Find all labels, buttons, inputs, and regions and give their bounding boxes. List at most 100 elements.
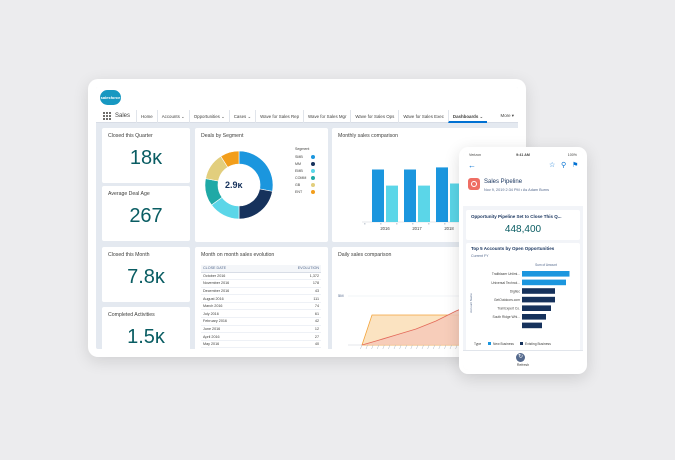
back-arrow-icon[interactable]: ← xyxy=(468,161,476,170)
search-icon[interactable]: ⚲ xyxy=(561,162,567,169)
bar-2017-s2[interactable] xyxy=(418,185,430,222)
legend-swatch xyxy=(311,154,315,159)
pipeline-card[interactable]: Opportunity Pipeline Set to Close This Q… xyxy=(466,210,580,240)
app-launcher-icon[interactable] xyxy=(103,112,111,120)
account-bar[interactable] xyxy=(522,314,546,320)
legend-item-ent[interactable]: ENT xyxy=(295,188,315,195)
refresh-label: Refresh xyxy=(516,363,530,367)
x-tick xyxy=(438,344,441,349)
legend-label: MM xyxy=(295,161,301,166)
account-bar[interactable] xyxy=(522,305,551,311)
x-tick xyxy=(428,223,430,225)
x-tick xyxy=(360,344,363,349)
evolution-card[interactable]: Month on month sales evolution CLOSE DAT… xyxy=(195,247,328,349)
caret-down-icon: ▾ xyxy=(511,113,514,118)
bar-2018-s1[interactable] xyxy=(436,167,448,222)
bar-2017-s1[interactable] xyxy=(404,169,416,223)
legend-title: Segment xyxy=(295,147,310,151)
tab-wave-rep[interactable]: Wave for Sales Rep xyxy=(255,109,303,123)
metric-card-closed-quarter[interactable]: Closed this Quarter 18κ xyxy=(102,128,190,183)
record-icon xyxy=(468,178,480,190)
carrier-label: Verizon xyxy=(469,153,481,157)
donut-slice-ent[interactable] xyxy=(220,150,240,168)
bell-icon[interactable]: ⚑ xyxy=(572,162,579,169)
tab-wave-ops[interactable]: Wave for Sales Ops xyxy=(350,109,398,123)
tab-dashboards[interactable]: Dashboards ⌄ xyxy=(447,109,488,123)
donut-slice-smb[interactable] xyxy=(238,150,274,192)
x-tick xyxy=(388,344,391,349)
cell-close-date: November 2016 xyxy=(201,279,267,288)
legend-swatch-new xyxy=(488,342,491,345)
metric-title: Closed this Quarter xyxy=(108,133,153,139)
table-row[interactable]: October 2016 1,372 xyxy=(201,272,321,281)
tab-more-label: More xyxy=(500,113,511,118)
top-bar: salesforce xyxy=(96,87,518,110)
cell-evolution: 43 xyxy=(266,287,321,296)
table-row[interactable]: August 2016 111 xyxy=(201,294,321,303)
account-bar[interactable] xyxy=(522,271,570,277)
x-tick xyxy=(380,223,382,225)
table-row[interactable]: December 2016 43 xyxy=(201,287,321,296)
tab-opportunities[interactable]: Opportunities ⌄ xyxy=(188,109,229,123)
refresh-button[interactable]: ↻ xyxy=(516,353,525,362)
battery-label: 100% xyxy=(567,153,577,157)
column-header-close-date[interactable]: CLOSE DATE xyxy=(201,265,267,273)
cell-evolution: 40 xyxy=(266,340,321,349)
daily-y-tick: 5M xyxy=(338,293,344,298)
table-row[interactable]: July 2016 61 xyxy=(201,309,321,319)
deals-title: Deals by Segment xyxy=(201,133,244,139)
account-bar[interactable] xyxy=(522,288,555,294)
status-bar: Verizon 9:41 AM 100% xyxy=(463,151,583,160)
x-tick xyxy=(396,223,398,225)
evolution-title: Month on month sales evolution xyxy=(201,252,275,258)
bar-2016-s2[interactable] xyxy=(386,185,398,222)
tab-wave-exec[interactable]: Wave for Sales Exec xyxy=(398,109,448,123)
table-row[interactable]: November 2016 178 xyxy=(201,279,321,288)
legend-item-mm[interactable]: MM xyxy=(295,160,315,167)
account-bar[interactable] xyxy=(522,279,566,286)
metric-title: Closed this Month xyxy=(108,252,150,258)
metric-card-completed-activities[interactable]: Completed Activities 1.5κ xyxy=(102,307,190,349)
table-row[interactable]: April 2016 27 xyxy=(201,332,321,341)
cell-close-date: July 2016 xyxy=(201,309,267,319)
metric-value: 7.8κ xyxy=(127,266,165,288)
star-icon[interactable]: ☆ xyxy=(549,162,556,169)
table-row[interactable]: May 2016 40 xyxy=(201,340,321,349)
legend-item-smb[interactable]: SMB xyxy=(295,153,315,160)
x-tick xyxy=(449,344,452,349)
metric-card-closed-month[interactable]: Closed this Month 7.8κ xyxy=(102,247,190,302)
chevron-down-icon: ⌄ xyxy=(247,113,252,119)
donut-slice-mm[interactable] xyxy=(238,188,273,220)
table-row[interactable]: June 2016 12 xyxy=(201,325,321,334)
phone-screen: Verizon 9:41 AM 100% ← ☆ ⚲ ⚑ Sales Pipel… xyxy=(463,151,583,370)
column-header-evolution[interactable]: EVOLUTION xyxy=(266,265,321,273)
legend-item-comm[interactable]: COMM xyxy=(295,174,315,181)
tab-cases[interactable]: Cases ⌄ xyxy=(228,109,255,123)
monthly-title: Monthly sales comparison xyxy=(338,133,398,139)
deals-by-segment-card[interactable]: Deals by Segment 2.9κ Segment SMB MM EMB CO… xyxy=(195,128,328,242)
evolution-table: CLOSE DATE EVOLUTION October 2016 1,372 No… xyxy=(201,265,321,349)
x-tick xyxy=(412,223,414,225)
tab-wave-mgr[interactable]: Wave for Sales Mgr xyxy=(303,109,350,123)
table-row[interactable]: March 2016 74 xyxy=(201,302,321,311)
tab-more[interactable]: More ▾ xyxy=(497,113,518,119)
legend-swatch xyxy=(311,189,315,194)
legend-swatch-existing xyxy=(520,342,523,345)
top-accounts-card[interactable]: Top 5 Accounts by Open Opportunities Cur… xyxy=(466,243,580,351)
x-tick xyxy=(444,223,446,225)
bar-2016-s1[interactable] xyxy=(372,169,384,223)
tab-home[interactable]: Home xyxy=(136,109,157,123)
salesforce-logo[interactable]: salesforce xyxy=(100,90,121,105)
daily-title: Daily sales comparison xyxy=(338,252,392,258)
table-header-row: CLOSE DATE EVOLUTION xyxy=(201,265,321,273)
cell-close-date: February 2016 xyxy=(201,317,267,326)
legend-item-gb[interactable]: GB xyxy=(295,181,315,188)
account-bar[interactable] xyxy=(522,322,542,329)
table-row[interactable]: February 2016 42 xyxy=(201,317,321,326)
tablet-screen: salesforce Sales Home Accounts ⌄ Opportu… xyxy=(96,87,518,349)
metric-card-avg-deal-age[interactable]: Average Deal Age 267 xyxy=(102,186,190,241)
account-bar[interactable] xyxy=(522,296,555,303)
legend-item-emb[interactable]: EMB xyxy=(295,167,315,174)
metric-value: 18κ xyxy=(129,147,163,169)
tab-accounts[interactable]: Accounts ⌄ xyxy=(156,109,189,123)
